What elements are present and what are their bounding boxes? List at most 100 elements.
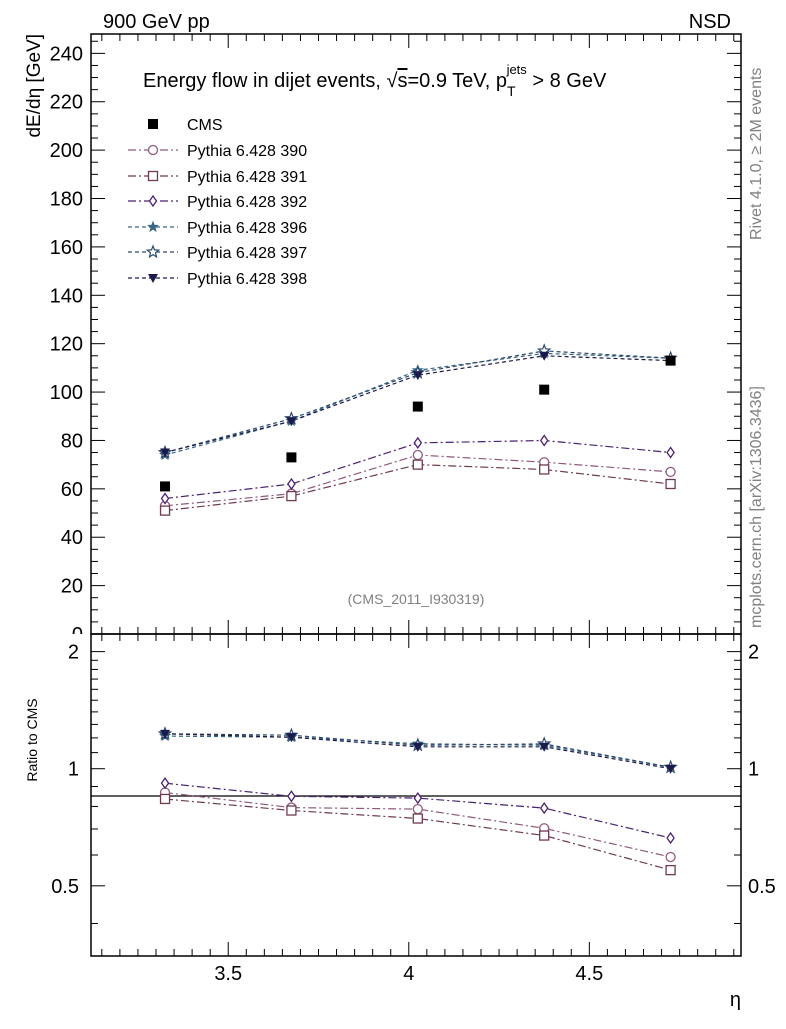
- y-tick-label: 120: [50, 334, 83, 356]
- cms-data-point: [286, 452, 297, 463]
- ratio-axis-ticks: 0.5 0.5 1 1 2 2: [51, 634, 776, 956]
- x-tick-label: 4.5: [575, 963, 603, 985]
- series-point-390: [665, 466, 676, 478]
- rivet-label: Rivet 4.1.0, ≥ 2M events: [748, 68, 765, 240]
- title-energy: =0.9 TeV, p: [407, 70, 507, 92]
- ratio-line-390: [164, 791, 671, 858]
- legend-label-396: Pythia 6.428 396: [187, 220, 307, 237]
- y-axis-title-ratio: Ratio to CMS: [24, 698, 40, 781]
- ratio-point-391: [286, 805, 297, 816]
- ratio-point-392: [666, 831, 675, 845]
- ratio-point-391: [539, 830, 550, 841]
- title-main: Energy flow in dijet events,: [143, 70, 386, 92]
- x-axis-title: η: [730, 989, 741, 1011]
- ratio-line-392: [164, 782, 671, 839]
- ratio-panel: 0.5 0.5 1 1 2 2: [51, 633, 776, 957]
- legend-label-398: Pythia 6.428 398: [187, 271, 307, 288]
- series-line-398: [164, 355, 671, 454]
- ratio-point-391: [665, 864, 676, 876]
- ratio-point-398: [286, 733, 297, 743]
- ratio-tick-label: 0.5: [51, 876, 79, 898]
- legend-symbol-cms: [148, 119, 158, 129]
- y-tick-label: 20: [61, 576, 83, 598]
- mcplots-label: mcplots.cern.ch [arXiv:1306.3436]: [748, 386, 765, 628]
- main-panel: 20 40 60 80 100 120 140 160 180 200 220 240 0 (CMS_2…: [50, 33, 742, 646]
- y-tick-label: 80: [61, 430, 83, 452]
- y-tick-label: 100: [50, 382, 83, 404]
- cms-data-point: [412, 401, 423, 412]
- y-zero-label: 0: [72, 624, 83, 646]
- ratio-tick-label-right: 2: [748, 642, 759, 664]
- y-tick-label: 200: [50, 140, 83, 162]
- x-tick-labels: 3.5 4 4.5: [214, 963, 603, 985]
- cms-data-point: [160, 481, 171, 492]
- series-point-392: [413, 436, 423, 450]
- series-point-392: [666, 446, 675, 459]
- chart-watermark: (CMS_2011_I930319): [348, 591, 485, 607]
- ratio-point-398: [665, 764, 676, 774]
- ratio-point-390: [412, 803, 423, 815]
- x-tick-label: 4: [403, 963, 414, 985]
- y-tick-label: 240: [50, 43, 83, 65]
- title-s: s: [397, 70, 407, 92]
- ratio-point-398: [160, 729, 171, 739]
- main-axis-ticks: 20 40 60 80 100 120 140 160 180 200 220 240 0: [50, 34, 741, 646]
- series-line-391: [164, 463, 671, 512]
- legend-label-390: Pythia 6.428 390: [187, 143, 307, 160]
- ratio-point-398: [412, 742, 423, 752]
- series-point-391: [539, 464, 550, 475]
- ratio-series-markers: [157, 726, 678, 876]
- legend-label-397: Pythia 6.428 397: [187, 245, 307, 262]
- legend-label-cms: CMS: [187, 117, 223, 134]
- cms-data-point: [665, 355, 676, 366]
- y-tick-label: 180: [50, 189, 83, 211]
- header-left-label: 900 GeV pp: [103, 11, 210, 33]
- legend-symbols: [128, 119, 178, 283]
- main-series-markers: [157, 343, 678, 516]
- legend-symbol-390: [147, 144, 159, 156]
- ratio-tick-label-right: 0.5: [748, 876, 776, 898]
- series-point-398: [286, 417, 297, 427]
- y-tick-label: 40: [61, 527, 83, 549]
- ratio-frame: [90, 633, 742, 957]
- legend-symbol-397: [145, 244, 161, 259]
- ratio-point-392: [287, 790, 296, 803]
- ratio-tick-label-right: 1: [748, 759, 759, 781]
- series-point-392: [539, 434, 549, 447]
- x-tick-label: 3.5: [214, 963, 242, 985]
- series-point-398: [160, 448, 171, 458]
- ratio-line-391: [164, 798, 671, 871]
- legend-label-392: Pythia 6.428 392: [187, 194, 307, 211]
- series-point-398: [539, 351, 550, 361]
- y-tick-label: 60: [61, 479, 83, 501]
- title-cut: > 8 GeV: [527, 70, 607, 92]
- series-point-392: [287, 477, 296, 491]
- legend: CMS Pythia 6.428 390 Pythia 6.428 391 Py…: [128, 117, 307, 288]
- series-line-397: [164, 350, 671, 454]
- header-right-label: NSD: [689, 11, 731, 33]
- y-tick-label: 160: [50, 237, 83, 259]
- y-axis-title-main: dE/dη [GeV]: [24, 34, 45, 138]
- ratio-point-391: [412, 813, 423, 824]
- legend-label-391: Pythia 6.428 391: [187, 169, 307, 186]
- cms-data-point: [539, 384, 550, 395]
- ratio-point-391: [159, 793, 171, 805]
- legend-symbol-392: [148, 194, 158, 208]
- series-point-391: [665, 478, 676, 490]
- ratio-point-398: [539, 742, 550, 752]
- series-point-391: [412, 459, 423, 470]
- legend-symbol-396: [146, 220, 160, 233]
- legend-symbol-398: [148, 274, 158, 283]
- ratio-tick-label: 2: [68, 642, 79, 664]
- ratio-point-390: [665, 851, 676, 863]
- series-point-398: [412, 371, 423, 381]
- ratio-point-392: [413, 791, 423, 805]
- ratio-point-392: [539, 801, 549, 815]
- legend-symbol-391: [147, 170, 159, 182]
- series-point-392: [160, 492, 170, 505]
- ratio-tick-label: 1: [68, 759, 79, 781]
- title-sup: jets: [506, 62, 528, 77]
- series-point-391: [286, 490, 297, 502]
- title-sqrt: √: [386, 70, 397, 92]
